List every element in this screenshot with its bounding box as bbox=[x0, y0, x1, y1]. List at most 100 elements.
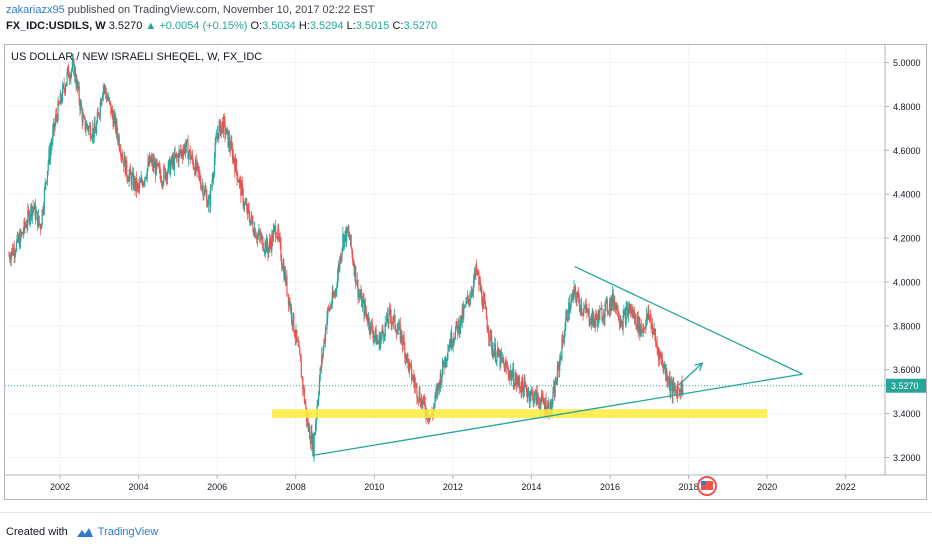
candle bbox=[18, 233, 20, 244]
candle bbox=[312, 433, 314, 457]
candle bbox=[41, 209, 43, 228]
candle bbox=[399, 317, 401, 345]
candle-body bbox=[55, 114, 57, 123]
candle-body bbox=[353, 265, 355, 276]
candle bbox=[435, 383, 438, 399]
candle bbox=[618, 310, 620, 322]
candle-body bbox=[186, 140, 188, 141]
candle-body bbox=[459, 327, 461, 333]
candle-body bbox=[21, 232, 23, 236]
candle bbox=[69, 74, 71, 82]
candle bbox=[284, 265, 286, 281]
candle bbox=[580, 297, 583, 317]
chart-canvas[interactable]: 3.20003.40003.60003.80004.00004.20004.40… bbox=[5, 45, 926, 499]
candle-body bbox=[330, 306, 332, 308]
candle bbox=[166, 168, 169, 185]
candle bbox=[123, 151, 126, 167]
candle bbox=[38, 215, 40, 226]
candle bbox=[277, 223, 279, 243]
candle-body bbox=[113, 116, 115, 127]
candle bbox=[536, 391, 538, 406]
candle bbox=[202, 182, 204, 201]
candle bbox=[129, 166, 131, 182]
y-tick-label: 4.6000 bbox=[893, 146, 921, 156]
candle bbox=[21, 231, 23, 238]
candle-body bbox=[71, 69, 73, 73]
candle bbox=[322, 344, 324, 360]
candle-body bbox=[103, 86, 105, 89]
candle bbox=[459, 324, 461, 339]
candle bbox=[60, 92, 62, 106]
candle-body bbox=[271, 233, 273, 250]
candle bbox=[92, 120, 94, 145]
candle-body bbox=[366, 313, 368, 321]
candle bbox=[559, 354, 561, 378]
candle-body bbox=[540, 393, 543, 402]
candle-body bbox=[95, 123, 98, 134]
candle-body bbox=[168, 159, 170, 162]
candle bbox=[457, 324, 459, 340]
candle-body bbox=[308, 426, 310, 430]
candle bbox=[500, 347, 503, 363]
candle-body bbox=[621, 324, 623, 325]
candle-body bbox=[278, 237, 280, 239]
candle bbox=[259, 229, 261, 243]
candle bbox=[562, 331, 564, 349]
x-tick-label: 2020 bbox=[757, 482, 777, 492]
candle-body bbox=[475, 265, 478, 272]
candle bbox=[488, 325, 490, 346]
candle bbox=[160, 168, 162, 184]
candle bbox=[398, 318, 400, 336]
candle bbox=[53, 122, 55, 137]
candle-body bbox=[245, 204, 247, 205]
candle bbox=[242, 187, 244, 209]
candle-body bbox=[611, 293, 614, 306]
candle-body bbox=[367, 320, 369, 325]
candle bbox=[494, 338, 497, 363]
candle-body bbox=[370, 321, 372, 333]
candle bbox=[163, 163, 165, 187]
candle bbox=[492, 342, 494, 360]
candle-body bbox=[23, 220, 25, 233]
candle bbox=[624, 306, 627, 327]
candle bbox=[658, 348, 661, 366]
candle-body bbox=[263, 250, 265, 252]
candle-body bbox=[70, 72, 72, 80]
candle bbox=[488, 338, 491, 347]
candle bbox=[489, 328, 491, 347]
candle-body bbox=[570, 300, 572, 309]
author-link[interactable]: zakariazx95 bbox=[6, 4, 65, 16]
candle-body bbox=[463, 306, 466, 308]
candle bbox=[675, 389, 677, 393]
candle bbox=[29, 213, 31, 228]
candle bbox=[676, 384, 678, 399]
candle-body bbox=[600, 308, 602, 310]
candle bbox=[608, 297, 611, 318]
candle-body bbox=[269, 240, 271, 244]
candle-body bbox=[652, 332, 654, 335]
candle-body bbox=[395, 328, 397, 332]
candle-body bbox=[250, 215, 253, 221]
candle-body bbox=[641, 330, 643, 333]
candle bbox=[661, 351, 663, 366]
candle-body bbox=[559, 358, 561, 371]
candle-body bbox=[592, 311, 594, 325]
candle bbox=[651, 322, 653, 330]
tradingview-link[interactable]: TradingView bbox=[97, 526, 159, 538]
candle bbox=[590, 313, 593, 331]
candle bbox=[383, 331, 385, 344]
candle bbox=[557, 361, 559, 371]
candle-body bbox=[317, 400, 319, 406]
candle-body bbox=[12, 247, 15, 255]
candle-body bbox=[9, 255, 11, 259]
candle bbox=[173, 152, 175, 171]
candle-body bbox=[15, 241, 18, 251]
candle bbox=[272, 222, 274, 242]
candle-body bbox=[219, 120, 222, 136]
candle-body bbox=[212, 178, 214, 181]
candle bbox=[258, 223, 260, 237]
chart-frame[interactable]: 3.2000 3.4000 3.6000 3.8000 4.0000 4.2000 4.40… bbox=[4, 44, 927, 500]
candle-body bbox=[264, 242, 266, 251]
candle bbox=[603, 312, 605, 327]
candle-body bbox=[266, 239, 268, 249]
